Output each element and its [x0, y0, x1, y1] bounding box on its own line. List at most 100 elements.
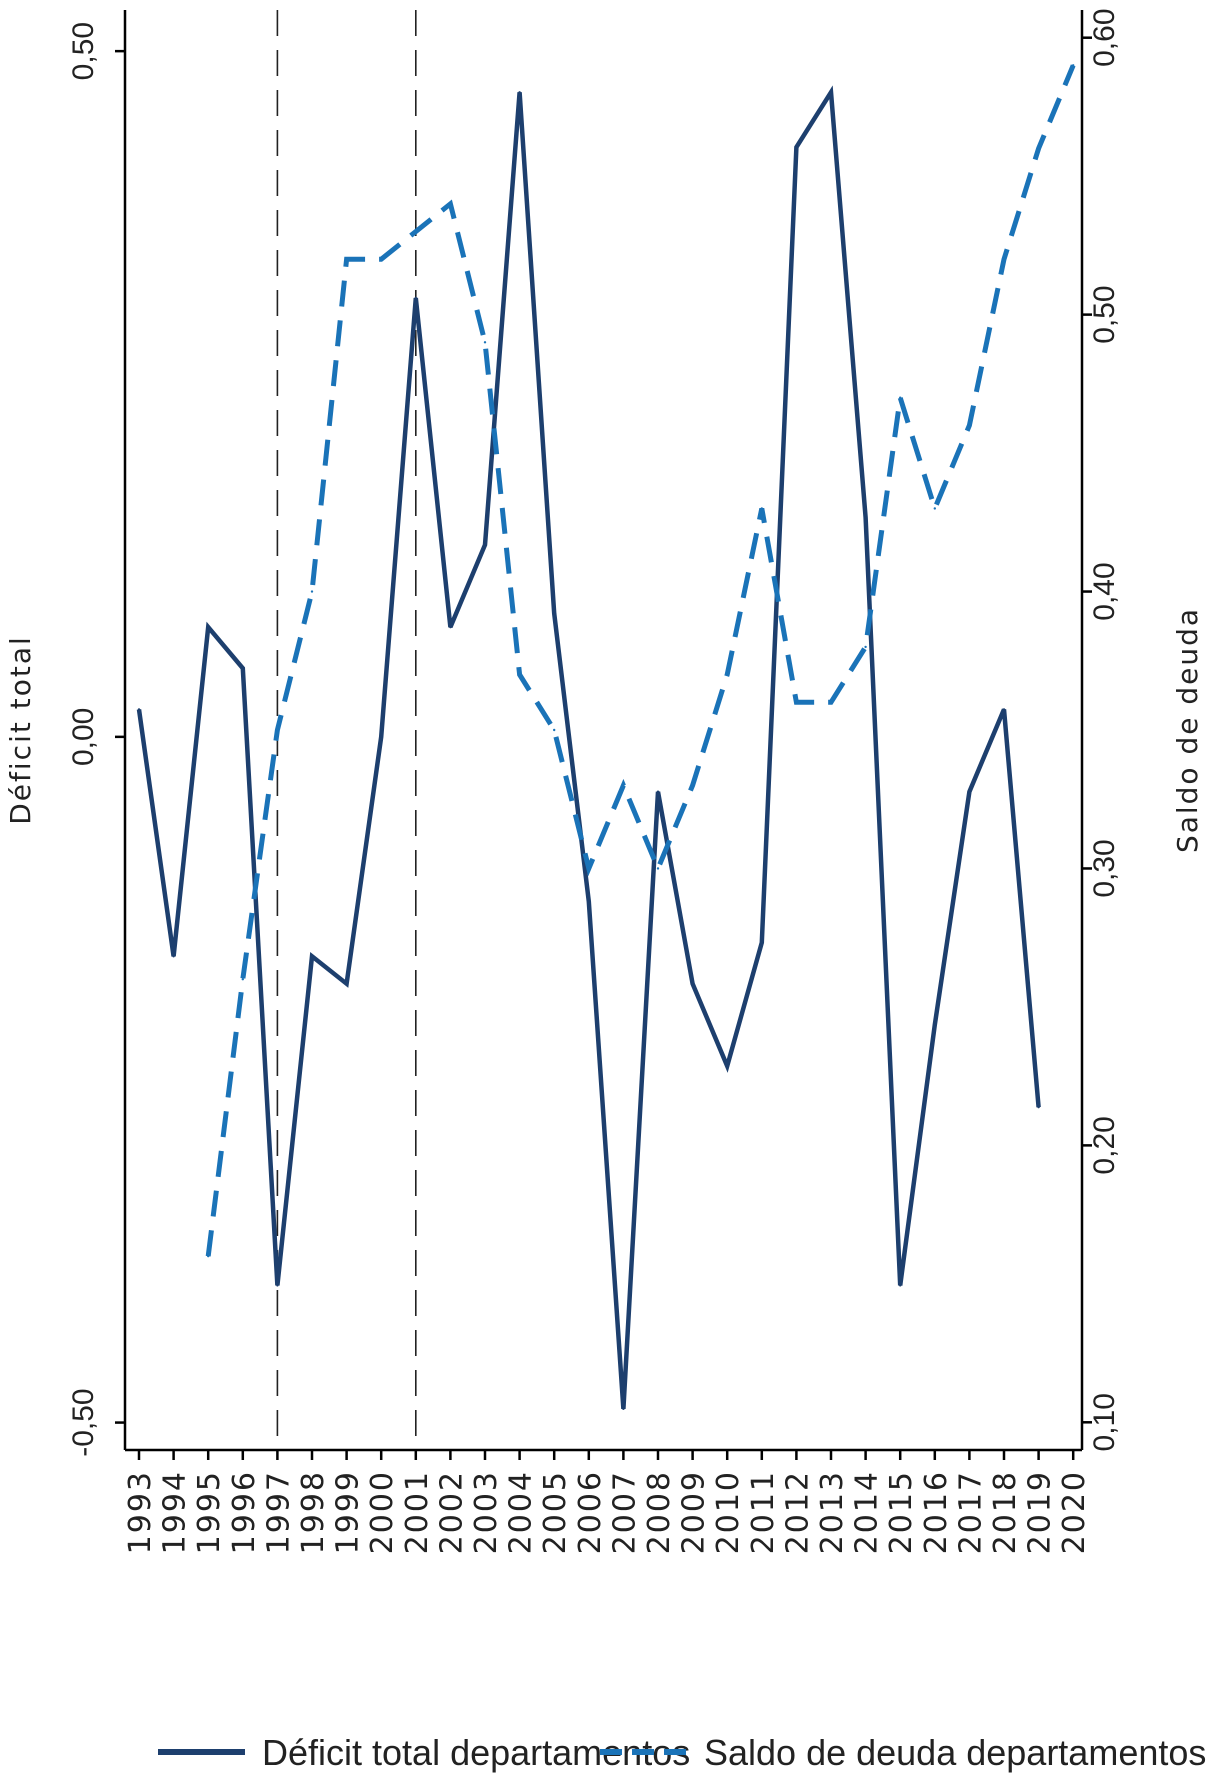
series-1-point — [1002, 258, 1006, 261]
series-0-point — [380, 735, 383, 739]
x-tick-label: 2013 — [815, 1470, 850, 1554]
left-y-ticks: -0,50 0,00 0,50 — [67, 22, 125, 1457]
series-0-point — [864, 516, 867, 519]
x-tick-label: 2018 — [988, 1470, 1023, 1554]
x-tick-label: 2004 — [504, 1470, 539, 1554]
series-1-point — [726, 673, 729, 676]
series-0-point — [414, 296, 417, 300]
right-y-tick-label: 0,50 — [1088, 285, 1121, 343]
series-1-point — [345, 258, 348, 261]
x-tick-label: 2011 — [746, 1470, 781, 1554]
left-y-tick-label: 0,50 — [67, 22, 100, 80]
series-0-point — [553, 612, 556, 615]
series-1-point — [207, 1254, 210, 1258]
series-1-point — [518, 673, 521, 676]
x-tick-label: 2016 — [919, 1470, 954, 1554]
series-0-point — [345, 982, 348, 985]
series-0-point — [1037, 1105, 1040, 1109]
series-0-point — [449, 625, 452, 629]
left-y-tick-label: 0,00 — [67, 708, 100, 766]
x-tick-label: 1994 — [158, 1470, 193, 1554]
series-1-point — [380, 258, 383, 261]
left-y-tick-label: -0,50 — [67, 1388, 100, 1456]
series-0-point — [760, 941, 763, 944]
series-0-point — [968, 790, 971, 793]
right-y-tick-label: 0,60 — [1088, 8, 1121, 66]
reference-lines — [276, 10, 417, 1450]
series-0-point — [691, 982, 694, 985]
series-1-point — [933, 507, 936, 510]
series-1-point — [622, 784, 625, 787]
series-0-point — [656, 790, 660, 793]
x-tick-label: 2012 — [780, 1470, 815, 1554]
x-tick-label: 2003 — [469, 1470, 504, 1554]
series-1-point — [310, 590, 314, 593]
x-tick-label: 1993 — [123, 1470, 158, 1554]
x-tick-label: 2002 — [434, 1470, 469, 1554]
x-ticks: 1993 1994 1995 1996 1997 1998 1999 2000 2001 2002… — [123, 1450, 1092, 1554]
series-1-point — [483, 341, 487, 344]
x-tick-label: 2008 — [642, 1470, 677, 1554]
series-0-point — [172, 955, 175, 958]
x-tick-label: 2019 — [1023, 1470, 1058, 1554]
axes — [123, 10, 1084, 1452]
x-tick-label: 1997 — [261, 1470, 296, 1554]
series-0-point — [899, 1284, 902, 1287]
series-1-point — [656, 867, 660, 870]
right-axis-title: Saldo de deuda — [1171, 607, 1204, 853]
legend-label-saldo: Saldo de deuda departamentos — [704, 1732, 1206, 1773]
legend: Déficit total departamentos Saldo de deu… — [158, 1732, 1206, 1773]
series-0-point — [726, 1064, 729, 1068]
series-0-point — [207, 625, 210, 629]
series-layer — [136, 64, 1076, 1411]
x-tick-label: 2020 — [1057, 1470, 1092, 1554]
series-1-point — [449, 202, 452, 206]
x-tick-label: 2007 — [607, 1470, 642, 1554]
x-tick-label: 1999 — [331, 1470, 366, 1554]
x-tick-label: 2014 — [850, 1470, 885, 1554]
series-0-point — [518, 91, 521, 94]
series-1-point — [241, 978, 244, 981]
right-y-tick-label: 0,30 — [1088, 839, 1121, 897]
right-y-tick-label: 0,20 — [1088, 1116, 1121, 1174]
right-y-tick-label: 0,40 — [1088, 562, 1121, 620]
series-1-point — [1037, 147, 1040, 150]
series-1-point — [414, 230, 417, 233]
series-0-point — [933, 1023, 936, 1027]
legend-label-deficit: Déficit total departamentos — [262, 1732, 690, 1773]
series-0-point — [310, 955, 314, 958]
series-1-point — [587, 867, 590, 870]
series-0-point — [795, 145, 798, 149]
series-1-point — [968, 424, 971, 427]
series-1-point — [553, 728, 556, 732]
x-tick-label: 2009 — [677, 1470, 712, 1554]
series-1-point — [691, 784, 694, 787]
right-y-ticks: 0,10 0,20 0,30 0,40 0,50 0,60 — [1082, 8, 1121, 1452]
series-line-1 — [205, 64, 1076, 1257]
x-tick-label: 2000 — [365, 1470, 400, 1554]
x-tick-label: 2010 — [711, 1470, 746, 1554]
series-0-point — [241, 667, 244, 670]
series-0-point — [483, 543, 487, 547]
series-1-point — [1072, 64, 1075, 67]
series-0-point — [622, 1407, 625, 1411]
x-tick-label: 2017 — [953, 1470, 988, 1554]
series-1-point — [829, 701, 833, 704]
x-tick-label: 1996 — [227, 1470, 262, 1554]
x-tick-label: 2006 — [573, 1470, 608, 1554]
series-1-point — [760, 507, 763, 510]
series-1-point — [276, 728, 279, 732]
series-0-point — [276, 1284, 279, 1287]
series-1-point — [899, 396, 902, 399]
x-tick-label: 1995 — [192, 1470, 227, 1554]
series-0-point — [137, 708, 141, 711]
series-1-point — [795, 701, 798, 704]
series-0-point — [1002, 708, 1006, 711]
x-tick-label: 2005 — [538, 1470, 573, 1554]
left-axis-title: Déficit total — [4, 635, 37, 825]
x-tick-label: 1998 — [296, 1470, 331, 1554]
x-tick-label: 2015 — [884, 1470, 919, 1554]
series-0-point — [587, 900, 590, 903]
right-y-tick-label: 0,10 — [1088, 1393, 1121, 1451]
